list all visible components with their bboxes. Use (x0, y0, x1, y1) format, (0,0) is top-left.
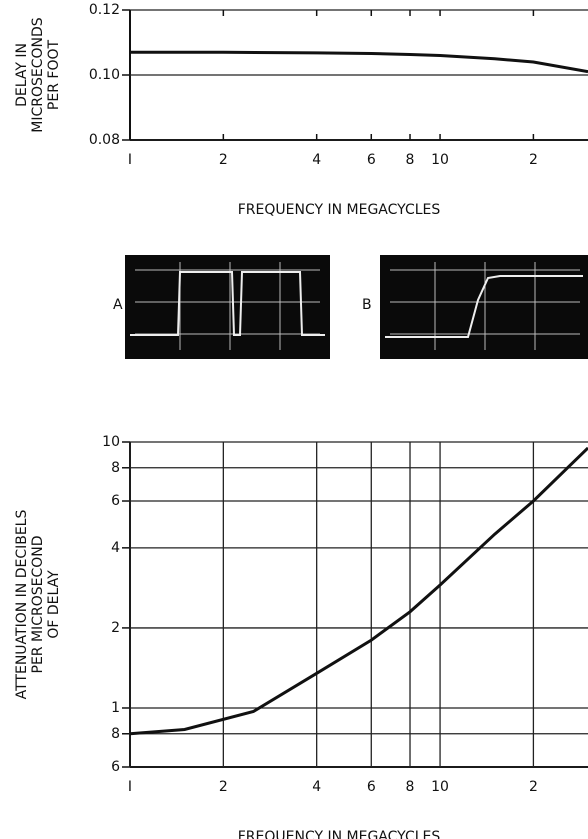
y-tick-label: 10 (102, 434, 120, 450)
data-line (129, 446, 588, 736)
oscillogram-label: A (113, 297, 123, 313)
data-line (130, 50, 588, 74)
y-axis-title: PER FOOT (46, 39, 62, 110)
x-tick-label: 4 (312, 779, 321, 795)
y-tick-label: 6 (111, 493, 120, 509)
x-tick-label: 2 (529, 152, 538, 168)
y-tick-label: 0.08 (89, 132, 120, 148)
x-tick-label: 6 (367, 152, 376, 168)
y-tick-label: 0.10 (89, 67, 120, 83)
x-tick-label: 10 (431, 152, 449, 168)
x-tick-label: 6 (367, 779, 376, 795)
x-tick-label: 2 (219, 152, 228, 168)
y-tick-label: 0.12 (89, 2, 120, 18)
x-tick-label: 10 (431, 779, 449, 795)
scope-trace (130, 271, 325, 336)
y-axis-title: MICROSECONDS (30, 17, 46, 133)
x-tick-label: 2 (529, 779, 538, 795)
y-tick-label: 1 (111, 700, 120, 716)
y-axis-title: OF DELAY (46, 570, 62, 639)
oscillogram-a: A (113, 255, 330, 359)
y-tick-label: 4 (111, 540, 120, 556)
scope-trace (385, 275, 583, 338)
y-axis-title: ATTENUATION IN DECIBELS (14, 510, 30, 700)
oscillogram-label: B (362, 297, 372, 313)
x-tick-label: I (128, 152, 132, 168)
y-axis-title: PER MICROSECOND (30, 536, 46, 674)
y-tick-label: 8 (111, 460, 120, 476)
scope-screen (380, 255, 588, 359)
y-tick-label: 8 (111, 726, 120, 742)
x-axis-title: FREQUENCY IN MEGACYCLES (238, 202, 441, 218)
x-axis-title: FREQUENCY IN MEGACYCLES (238, 829, 441, 839)
x-tick-label: 8 (406, 152, 415, 168)
x-tick-label: 4 (312, 152, 321, 168)
oscillogram-b: B (362, 255, 588, 359)
y-tick-label: 2 (111, 620, 120, 636)
x-tick-label: 8 (406, 779, 415, 795)
scope-screen (125, 255, 330, 359)
x-tick-label: 2 (219, 779, 228, 795)
x-tick-label: I (128, 779, 132, 795)
y-axis-title: DELAY IN (14, 43, 30, 107)
y-tick-label: 6 (111, 759, 120, 775)
